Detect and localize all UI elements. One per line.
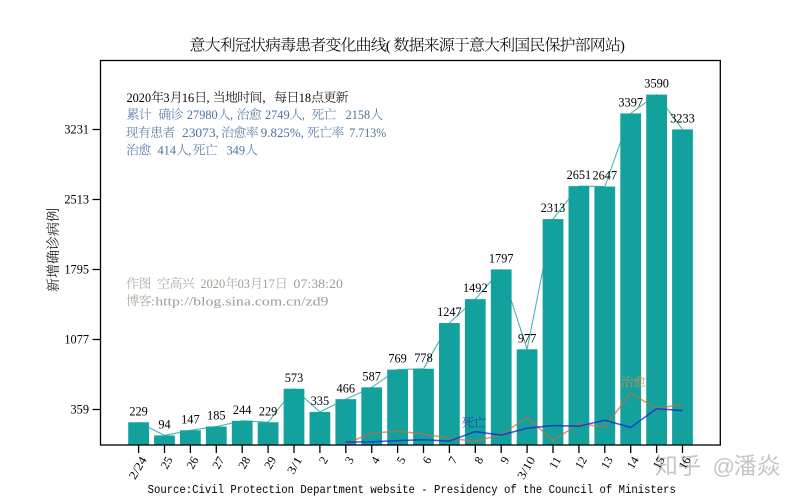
svg-text:185: 185 [207, 409, 226, 423]
svg-text:2647: 2647 [593, 169, 618, 183]
svg-text:2020: 2020 [127, 91, 152, 105]
svg-text:23073,: 23073, [182, 126, 219, 140]
svg-text:2313: 2313 [541, 201, 566, 215]
svg-text:2158: 2158 [346, 108, 371, 122]
svg-text:778: 778 [414, 351, 433, 365]
svg-text:,: , [302, 108, 305, 122]
svg-text:335: 335 [311, 394, 330, 408]
svg-text:1247: 1247 [437, 305, 462, 319]
svg-text:07:38:20: 07:38:20 [293, 277, 343, 291]
svg-text::http://blog.sina.com.cn/zd9: :http://blog.sina.com.cn/zd9 [151, 294, 329, 308]
svg-text:769: 769 [388, 352, 407, 366]
svg-text:977: 977 [518, 331, 537, 345]
svg-text:1795: 1795 [64, 263, 89, 277]
svg-text:147: 147 [181, 412, 200, 426]
svg-text:3590: 3590 [644, 77, 669, 91]
svg-text:9.825%,: 9.825%, [261, 126, 304, 140]
svg-text:3397: 3397 [618, 96, 643, 110]
svg-text:1797: 1797 [489, 252, 514, 266]
svg-text:,: , [207, 91, 210, 105]
svg-text:359: 359 [71, 403, 90, 417]
svg-text:244: 244 [233, 403, 252, 417]
svg-text:414: 414 [158, 144, 177, 158]
svg-text:2749: 2749 [265, 108, 290, 122]
svg-text:27980: 27980 [187, 108, 218, 122]
svg-text:3233: 3233 [670, 112, 695, 126]
svg-text:16: 16 [182, 91, 194, 105]
svg-text:2513: 2513 [64, 193, 89, 207]
svg-text:2020: 2020 [200, 277, 225, 291]
svg-text:(: ( [386, 39, 391, 55]
svg-text:466: 466 [337, 381, 356, 395]
svg-text:): ) [620, 39, 625, 55]
svg-text:Source:Civil Protection Depart: Source:Civil Protection Department websi… [148, 483, 676, 497]
svg-text:2651: 2651 [567, 168, 592, 182]
svg-text:573: 573 [285, 371, 304, 385]
svg-text:94: 94 [158, 418, 170, 432]
svg-text:587: 587 [362, 370, 381, 384]
svg-text:229: 229 [259, 404, 278, 418]
svg-text:03: 03 [238, 277, 250, 291]
svg-text:1492: 1492 [463, 281, 488, 295]
svg-text:229: 229 [129, 404, 148, 418]
svg-text:@: @ [713, 454, 735, 479]
svg-text:18: 18 [299, 91, 311, 105]
svg-text:,: , [188, 144, 191, 158]
svg-text:349: 349 [227, 144, 246, 158]
svg-text:3: 3 [163, 91, 169, 105]
svg-text:,: , [230, 108, 233, 122]
svg-text:17: 17 [262, 277, 274, 291]
svg-text:7.713%: 7.713% [349, 126, 386, 140]
svg-text:1077: 1077 [64, 333, 89, 347]
svg-text:3231: 3231 [64, 123, 89, 137]
